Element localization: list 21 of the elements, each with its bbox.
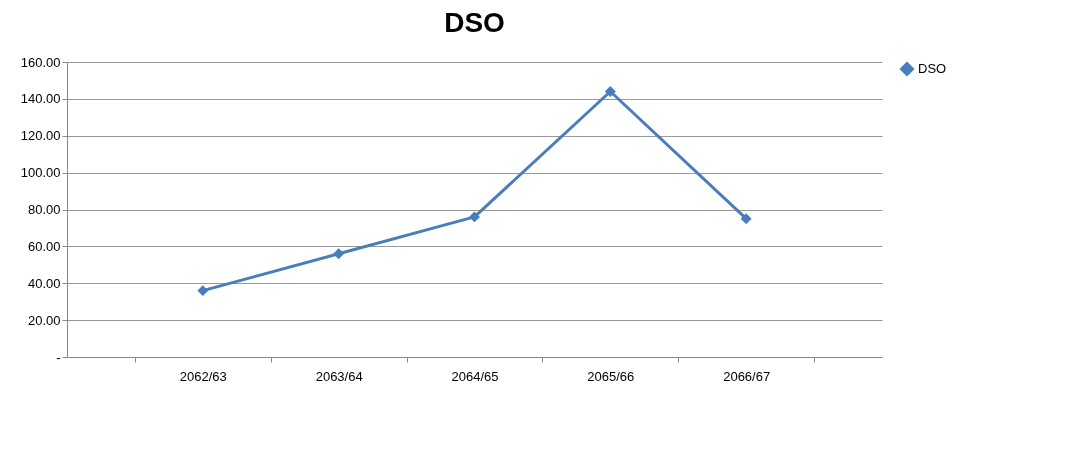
legend-label: DSO xyxy=(918,61,947,76)
y-tick-label: 120.00 xyxy=(20,128,61,144)
point xyxy=(740,213,752,225)
y-tick-label: 100.00 xyxy=(20,165,61,181)
y-tick-label: 60.00 xyxy=(27,238,61,254)
y-tick-label: 80.00 xyxy=(27,202,61,217)
x-tick-label: 2065/66 xyxy=(587,368,635,384)
y-tick-label: - xyxy=(56,349,61,365)
point xyxy=(469,211,480,223)
x-tick-label: 2066/67 xyxy=(723,368,771,384)
y-tick-label: 20.00 xyxy=(27,312,61,328)
x-tick-label: 2064/65 xyxy=(451,368,499,384)
point xyxy=(197,285,209,297)
y-tick-label: 160.00 xyxy=(20,54,61,70)
x-tick-label: 2062/63 xyxy=(179,368,227,384)
chart-title: DSO xyxy=(444,7,505,38)
y-tick-label: 140.00 xyxy=(20,91,61,107)
point xyxy=(333,248,345,260)
y-tick-label: 40.00 xyxy=(27,275,61,291)
point xyxy=(604,86,616,97)
x-tick-label: 2063/64 xyxy=(315,368,363,384)
